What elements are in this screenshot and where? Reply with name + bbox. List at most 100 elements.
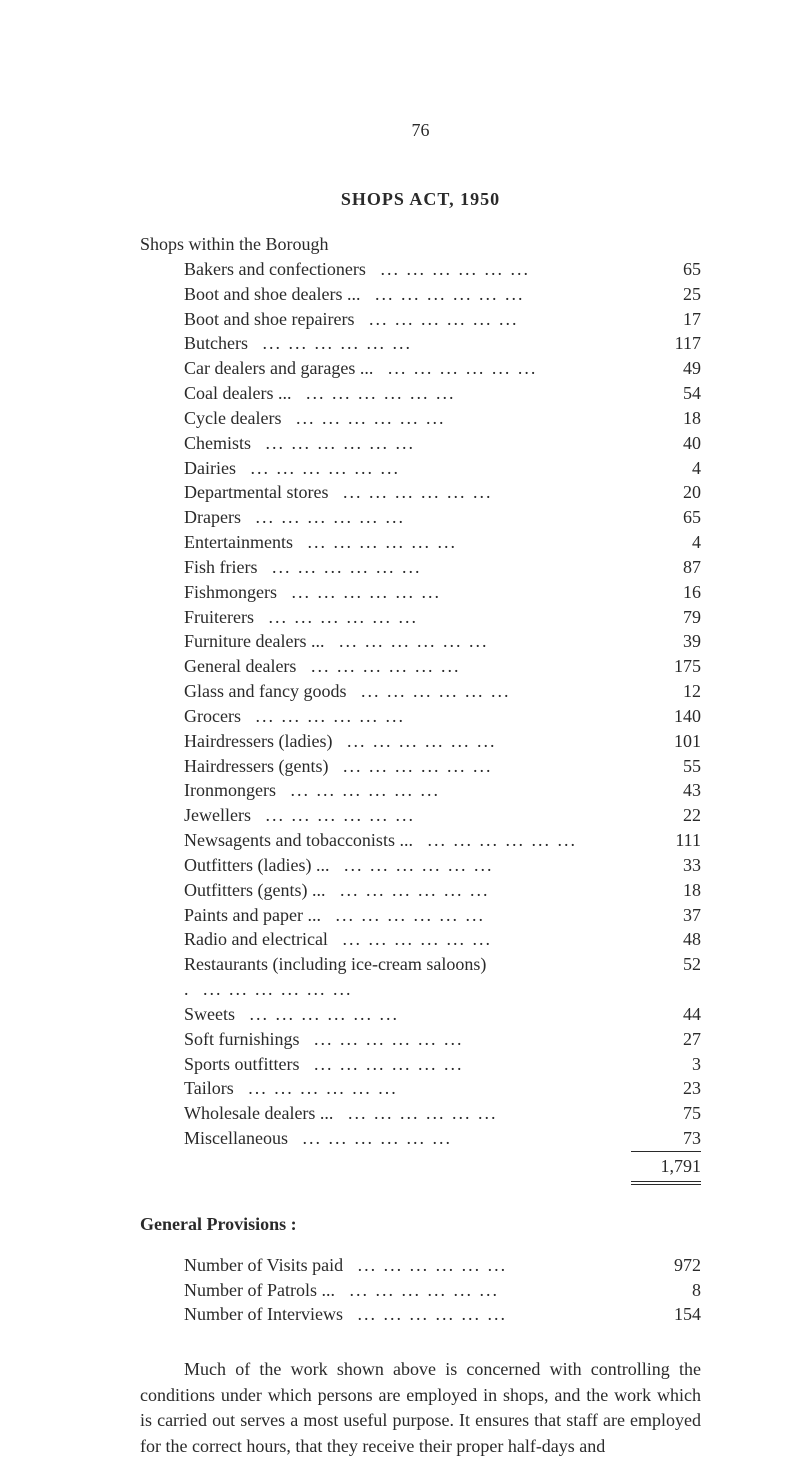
row-label: Hairdressers (gents) [184, 754, 641, 779]
row-value: 37 [641, 903, 701, 928]
row-value: 65 [641, 505, 701, 530]
table-row: Car dealers and garages ...49 [140, 356, 701, 381]
table-row: Outfitters (ladies) ...33 [140, 853, 701, 878]
row-label: Outfitters (gents) ... [184, 878, 641, 903]
row-value: 75 [641, 1101, 701, 1126]
table-row: Butchers117 [140, 331, 701, 356]
table-row: Soft furnishings27 [140, 1027, 701, 1052]
row-value: 55 [641, 754, 701, 779]
table-row: Fish friers87 [140, 555, 701, 580]
row-label: Soft furnishings [184, 1027, 641, 1052]
row-label: Paints and paper ... [184, 903, 641, 928]
table-row: Bakers and confectioners65 [140, 257, 701, 282]
row-value: 23 [641, 1076, 701, 1101]
row-value: 25 [641, 282, 701, 307]
table-row: Tailors23 [140, 1076, 701, 1101]
table-row: Dairies4 [140, 456, 701, 481]
table-row: Restaurants (including ice-cream saloons… [140, 952, 701, 1002]
table-row: Number of Interviews154 [140, 1302, 701, 1327]
table-row: Fruiterers79 [140, 605, 701, 630]
row-label: Fruiterers [184, 605, 641, 630]
row-label: Fishmongers [184, 580, 641, 605]
row-label: Miscellaneous [184, 1126, 641, 1151]
table-row: Sweets44 [140, 1002, 701, 1027]
row-label: Sweets [184, 1002, 641, 1027]
row-label: Grocers [184, 704, 641, 729]
table-row: Wholesale dealers ...75 [140, 1101, 701, 1126]
row-value: 44 [641, 1002, 701, 1027]
row-value: 16 [641, 580, 701, 605]
table-row: Furniture dealers ...39 [140, 629, 701, 654]
table-row: Coal dealers ...54 [140, 381, 701, 406]
row-value: 18 [641, 878, 701, 903]
row-value: 175 [641, 654, 701, 679]
row-label: Departmental stores [184, 480, 641, 505]
table-row: Sports outfitters3 [140, 1052, 701, 1077]
row-label: Chemists [184, 431, 641, 456]
row-label: Cycle dealers [184, 406, 641, 431]
table-row: Glass and fancy goods12 [140, 679, 701, 704]
table-row: Hairdressers (gents)55 [140, 754, 701, 779]
row-label: Bakers and confectioners [184, 257, 641, 282]
row-value: 8 [641, 1278, 701, 1303]
shops-total-container: 1,791 [140, 1151, 701, 1186]
section-heading: Shops within the Borough [140, 234, 701, 255]
row-value: 140 [641, 704, 701, 729]
table-row: Number of Patrols ...8 [140, 1278, 701, 1303]
table-row: Entertainments4 [140, 530, 701, 555]
table-row: Hairdressers (ladies)101 [140, 729, 701, 754]
row-label: Coal dealers ... [184, 381, 641, 406]
row-value: 40 [641, 431, 701, 456]
page-number: 76 [140, 120, 701, 141]
row-value: 20 [641, 480, 701, 505]
row-value: 117 [641, 331, 701, 356]
row-label: Tailors [184, 1076, 641, 1101]
table-row: Paints and paper ...37 [140, 903, 701, 928]
row-label: General dealers [184, 654, 641, 679]
row-value: 17 [641, 307, 701, 332]
row-label: Number of Patrols ... [184, 1278, 641, 1303]
row-label: Restaurants (including ice-cream saloons… [184, 952, 641, 1002]
provisions-heading: General Provisions : [140, 1214, 701, 1235]
table-row: Newsagents and tobacconists ...111 [140, 828, 701, 853]
document-title: SHOPS ACT, 1950 [140, 189, 701, 210]
row-label: Car dealers and garages ... [184, 356, 641, 381]
table-row: Radio and electrical48 [140, 927, 701, 952]
row-label: Ironmongers [184, 778, 641, 803]
table-row: Chemists40 [140, 431, 701, 456]
row-value: 27 [641, 1027, 701, 1052]
row-label: Fish friers [184, 555, 641, 580]
row-label: Number of Interviews [184, 1302, 641, 1327]
row-label: Radio and electrical [184, 927, 641, 952]
table-row: Jewellers22 [140, 803, 701, 828]
row-value: 39 [641, 629, 701, 654]
row-label: Glass and fancy goods [184, 679, 641, 704]
row-label: Number of Visits paid [184, 1253, 641, 1278]
row-value: 3 [641, 1052, 701, 1077]
row-label: Entertainments [184, 530, 641, 555]
table-row: Outfitters (gents) ...18 [140, 878, 701, 903]
table-row: Boot and shoe repairers17 [140, 307, 701, 332]
row-value: 43 [641, 778, 701, 803]
footer-paragraph: Much of the work shown above is concerne… [140, 1357, 701, 1459]
shops-total: 1,791 [631, 1151, 701, 1182]
row-value: 154 [641, 1302, 701, 1327]
row-value: 73 [641, 1126, 701, 1151]
row-value: 12 [641, 679, 701, 704]
row-value: 33 [641, 853, 701, 878]
row-value: 79 [641, 605, 701, 630]
table-row: General dealers175 [140, 654, 701, 679]
row-label: Sports outfitters [184, 1052, 641, 1077]
provisions-table: Number of Visits paid972 Number of Patro… [140, 1253, 701, 1327]
row-label: Dairies [184, 456, 641, 481]
row-value: 4 [641, 456, 701, 481]
table-row: Number of Visits paid972 [140, 1253, 701, 1278]
row-label: Wholesale dealers ... [184, 1101, 641, 1126]
row-value: 87 [641, 555, 701, 580]
row-value: 48 [641, 927, 701, 952]
row-label: Newsagents and tobacconists ... [184, 828, 641, 853]
table-row: Ironmongers43 [140, 778, 701, 803]
table-row: Boot and shoe dealers ...25 [140, 282, 701, 307]
row-value: 101 [641, 729, 701, 754]
row-label: Hairdressers (ladies) [184, 729, 641, 754]
